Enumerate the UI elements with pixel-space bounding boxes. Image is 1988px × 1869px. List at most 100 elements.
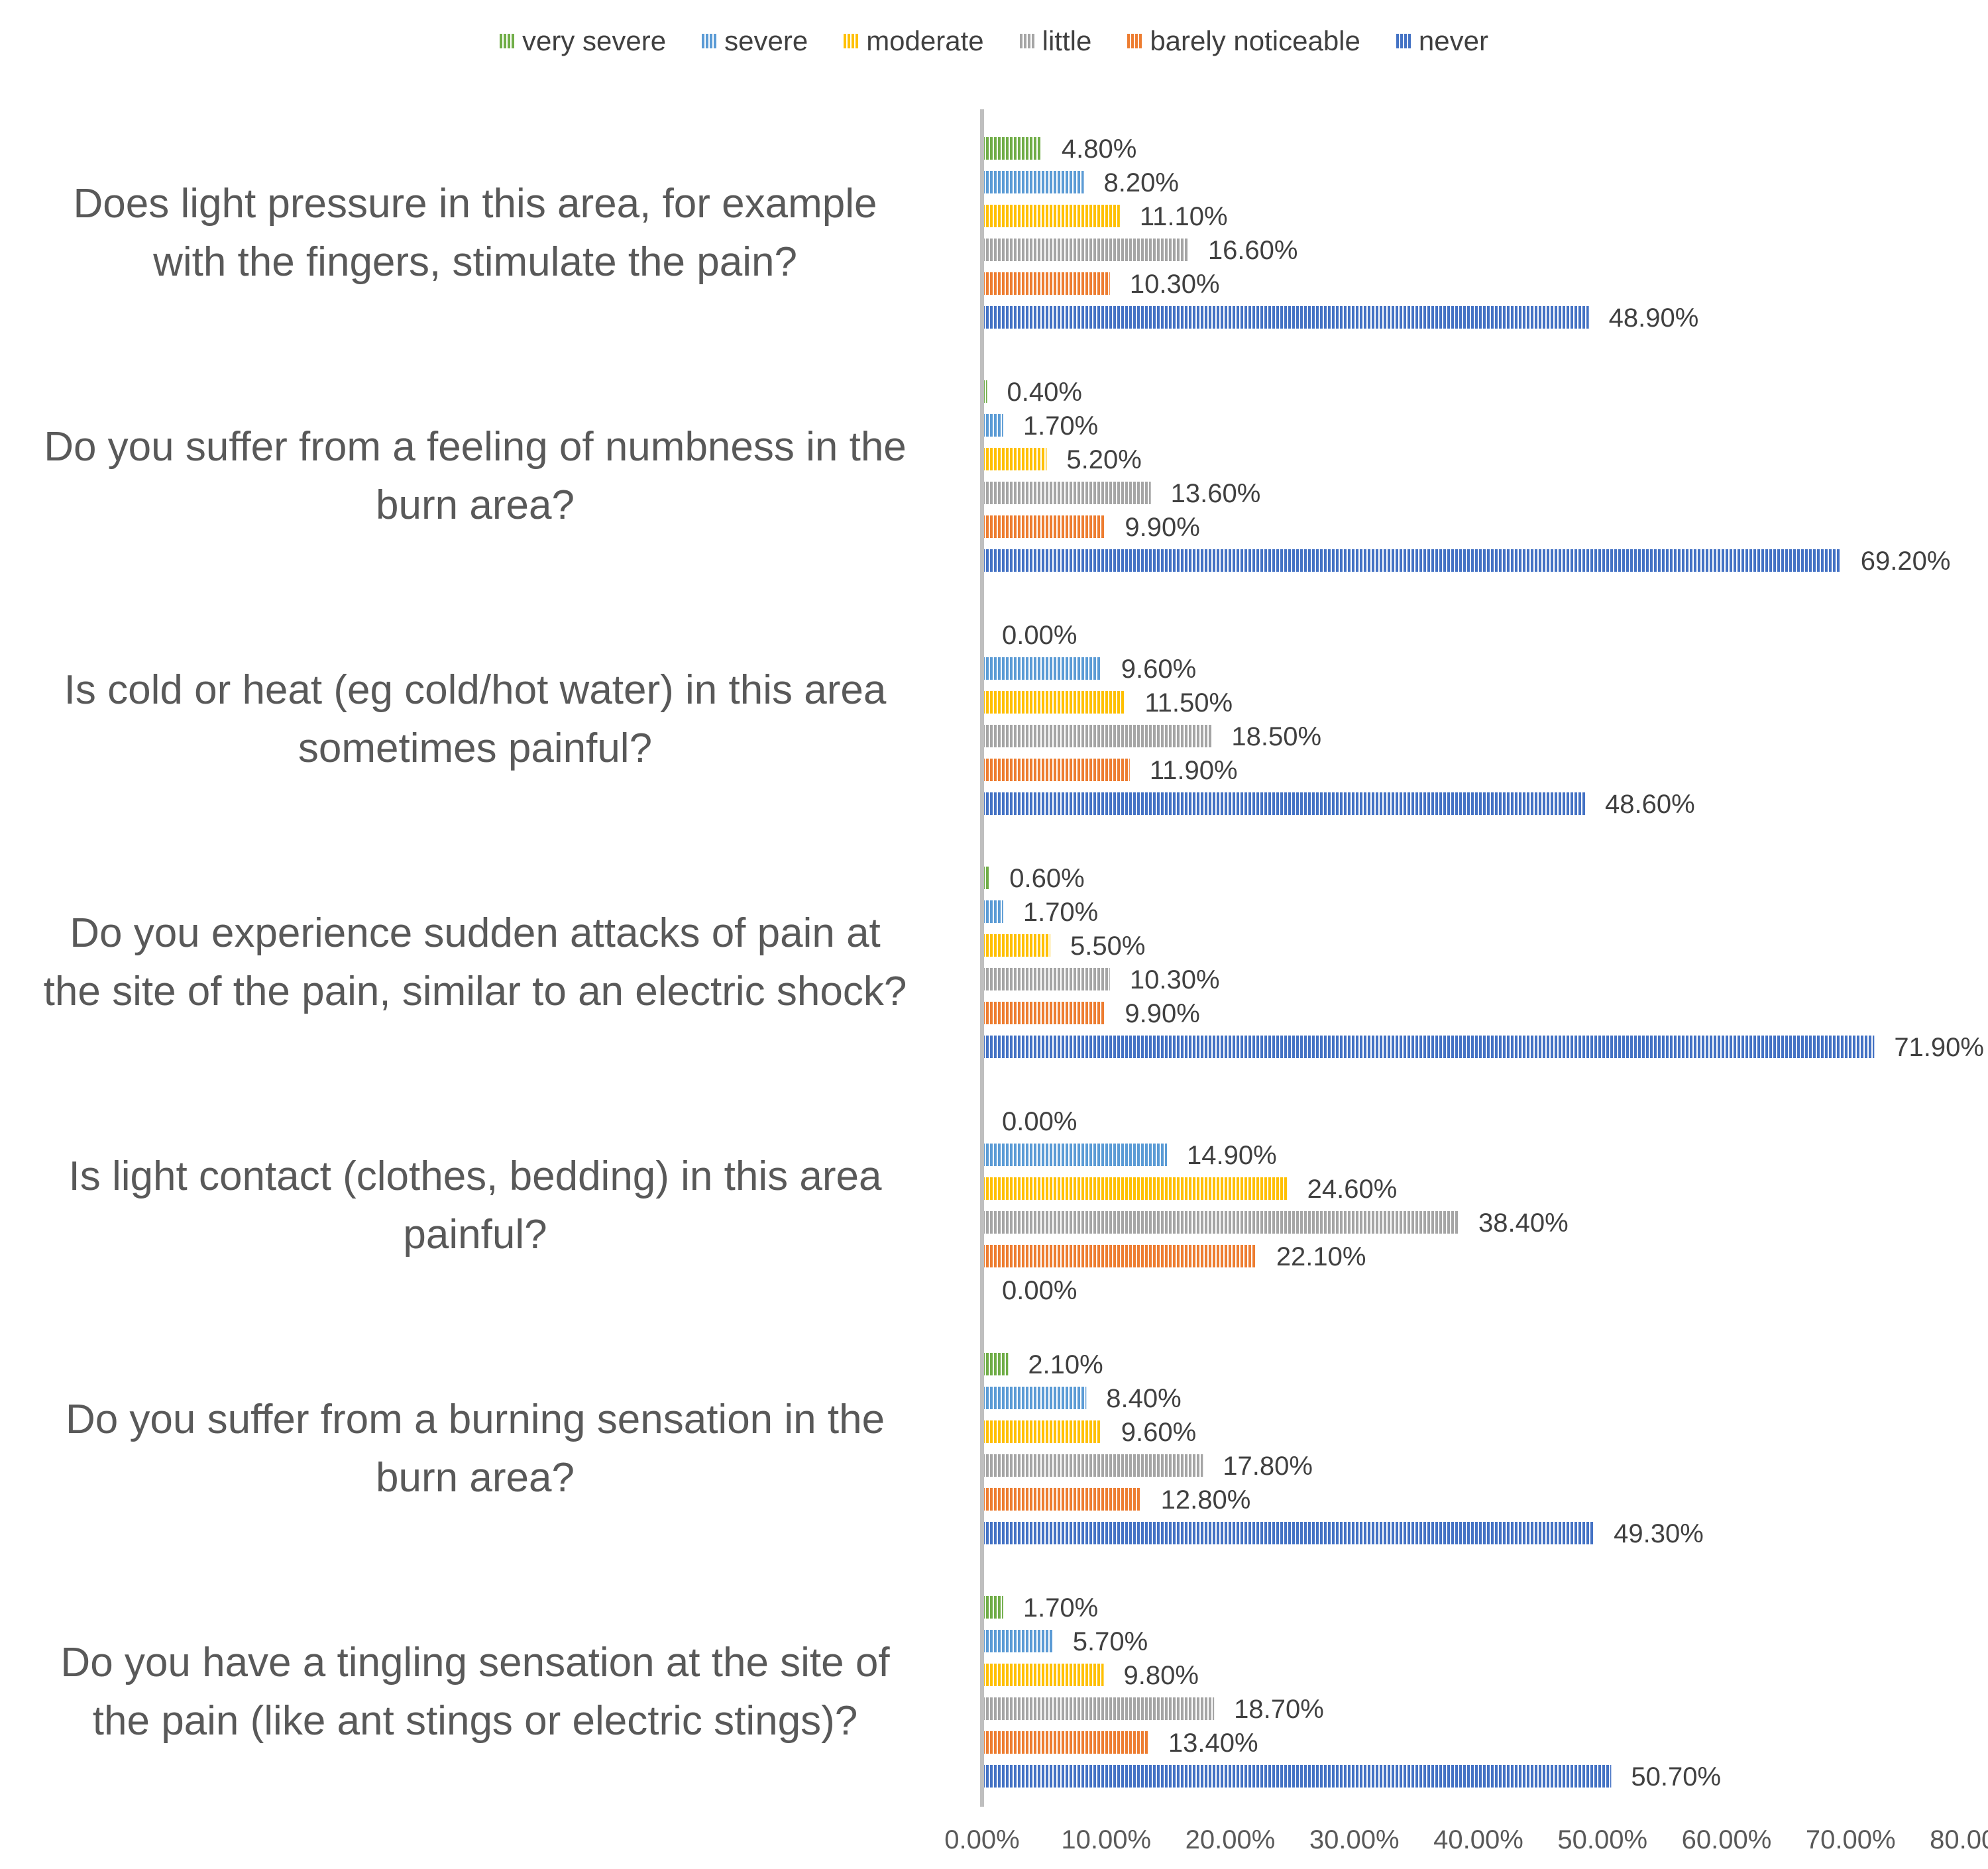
x-tick-label: 40.00% bbox=[1433, 1825, 1523, 1854]
bar bbox=[982, 1630, 1053, 1652]
data-label: 10.30% bbox=[1130, 270, 1220, 299]
bar bbox=[982, 900, 1003, 923]
data-label: 22.10% bbox=[1276, 1242, 1366, 1271]
category-label: Is light contact (clothes, bedding) in t… bbox=[15, 1148, 936, 1264]
bar bbox=[982, 968, 1110, 990]
data-label: 8.40% bbox=[1106, 1384, 1181, 1413]
legend-item: very severe bbox=[500, 25, 666, 57]
data-label: 38.40% bbox=[1478, 1208, 1569, 1238]
data-label: 0.40% bbox=[1007, 378, 1081, 407]
bar bbox=[982, 1454, 1203, 1477]
category-label-line: sometimes painful? bbox=[298, 725, 653, 771]
data-label: 2.10% bbox=[1028, 1350, 1103, 1379]
legend-label: little bbox=[1042, 25, 1092, 56]
bar bbox=[982, 1596, 1003, 1619]
legend-label: moderate bbox=[866, 25, 984, 56]
data-label: 11.10% bbox=[1140, 202, 1228, 231]
bar bbox=[982, 792, 1586, 815]
data-label: 9.90% bbox=[1125, 999, 1199, 1028]
bar bbox=[982, 515, 1105, 538]
category-label-line: Do you have a tingling sensation at the … bbox=[60, 1639, 890, 1685]
x-tick-label: 60.00% bbox=[1682, 1825, 1772, 1854]
data-label: 13.60% bbox=[1171, 479, 1261, 508]
bar bbox=[982, 414, 1003, 437]
legend-item: never bbox=[1396, 25, 1488, 57]
bar bbox=[982, 448, 1047, 470]
bar bbox=[982, 380, 987, 403]
data-label: 49.30% bbox=[1614, 1519, 1704, 1548]
data-label: 1.70% bbox=[1023, 411, 1098, 441]
x-tick-label: 30.00% bbox=[1309, 1825, 1400, 1854]
category-label: Do you have a tingling sensation at the … bbox=[15, 1634, 936, 1750]
category-label-line: Does light pressure in this area, for ex… bbox=[73, 180, 877, 227]
x-tick-label: 70.00% bbox=[1806, 1825, 1896, 1854]
data-label: 9.90% bbox=[1125, 513, 1199, 542]
data-label: 8.20% bbox=[1104, 168, 1179, 197]
category-label: Do you suffer from a burning sensation i… bbox=[15, 1391, 936, 1507]
legend-swatch bbox=[844, 34, 859, 48]
x-tick-label: 20.00% bbox=[1186, 1825, 1276, 1854]
category-label-line: burn area? bbox=[376, 482, 575, 528]
x-tick-label: 50.00% bbox=[1557, 1825, 1647, 1854]
legend-swatch bbox=[1019, 34, 1034, 48]
data-label: 0.00% bbox=[1002, 1276, 1077, 1305]
bar bbox=[982, 1002, 1105, 1024]
bar bbox=[982, 239, 1188, 261]
bar bbox=[982, 306, 1589, 329]
data-label: 71.90% bbox=[1894, 1033, 1984, 1062]
legend-item: barely noticeable bbox=[1127, 25, 1360, 57]
legend-item: little bbox=[1019, 25, 1092, 57]
bar bbox=[982, 1697, 1215, 1720]
x-tick-label: 10.00% bbox=[1061, 1825, 1151, 1854]
bar bbox=[982, 137, 1042, 160]
x-tick-label: 0.00% bbox=[944, 1825, 1019, 1854]
data-label: 9.60% bbox=[1121, 1418, 1196, 1447]
legend: very severe severe moderate little barely no… bbox=[0, 25, 1988, 57]
category-label-line: Do you suffer from a burning sensation i… bbox=[65, 1396, 885, 1442]
legend-item: moderate bbox=[844, 25, 984, 57]
data-label: 24.60% bbox=[1307, 1175, 1398, 1204]
legend-swatch bbox=[702, 34, 717, 48]
bar bbox=[982, 691, 1125, 714]
bar bbox=[982, 171, 1084, 193]
bar bbox=[982, 1731, 1148, 1754]
data-label: 0.60% bbox=[1009, 864, 1084, 893]
x-tick-label: 80.00% bbox=[1930, 1825, 1988, 1854]
data-label: 10.30% bbox=[1130, 965, 1220, 994]
bar bbox=[982, 1522, 1594, 1544]
data-label: 12.80% bbox=[1161, 1485, 1251, 1515]
legend-item: severe bbox=[702, 25, 808, 57]
legend-swatch bbox=[1396, 34, 1411, 48]
category-label: Do you suffer from a feeling of numbness… bbox=[15, 418, 936, 535]
category-label-line: the site of the pain, similar to an elec… bbox=[43, 968, 907, 1014]
bar bbox=[982, 1664, 1104, 1686]
data-label: 9.60% bbox=[1121, 655, 1196, 684]
category-label-line: burn area? bbox=[376, 1454, 575, 1501]
bar bbox=[982, 549, 1841, 572]
data-label: 18.50% bbox=[1231, 722, 1321, 751]
bar bbox=[982, 1245, 1256, 1267]
data-label: 9.80% bbox=[1124, 1661, 1199, 1690]
category-label: Do you experience sudden attacks of pain… bbox=[15, 904, 936, 1021]
data-label: 0.00% bbox=[1002, 1107, 1077, 1136]
category-label: Does light pressure in this area, for ex… bbox=[15, 175, 936, 292]
bar bbox=[982, 1177, 1288, 1200]
legend-swatch bbox=[500, 34, 515, 48]
bar bbox=[982, 482, 1151, 504]
legend-label: very severe bbox=[522, 25, 667, 56]
data-label: 1.70% bbox=[1023, 1593, 1098, 1623]
data-label: 4.80% bbox=[1062, 134, 1136, 164]
bar bbox=[982, 1211, 1459, 1234]
bar bbox=[982, 1488, 1141, 1511]
bar bbox=[982, 1387, 1087, 1409]
bar bbox=[982, 1353, 1009, 1375]
data-label: 48.60% bbox=[1605, 790, 1695, 819]
data-label: 11.90% bbox=[1150, 756, 1238, 785]
category-label-line: the pain (like ant stings or electric st… bbox=[92, 1697, 858, 1744]
data-label: 5.20% bbox=[1066, 445, 1141, 474]
data-label: 1.70% bbox=[1023, 898, 1098, 927]
bar bbox=[982, 1420, 1101, 1443]
bar bbox=[982, 1144, 1168, 1166]
category-label: Is cold or heat (eg cold/hot water) in t… bbox=[15, 661, 936, 778]
